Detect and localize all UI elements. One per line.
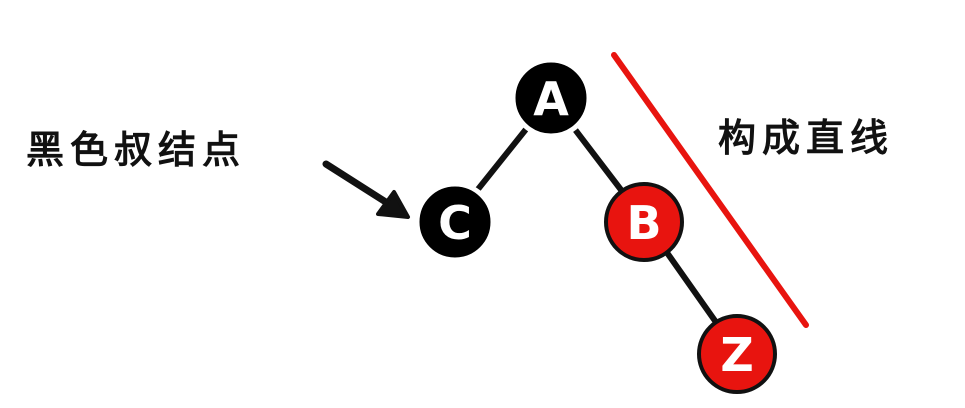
straight-line-highlight [611,52,809,328]
node-z-label: Z [720,328,753,382]
node-a-label: A [533,72,569,126]
arrow-icon [322,160,410,219]
uncle-node-caption: 黑色叔结点 [26,128,246,172]
node-z: Z [697,314,777,394]
node-b-label: B [626,196,661,250]
straight-line-caption: 构成直线 [718,116,894,160]
node-c-label: C [438,196,472,250]
node-c: C [414,181,496,263]
node-a: A [510,57,592,139]
node-b: B [604,182,684,262]
